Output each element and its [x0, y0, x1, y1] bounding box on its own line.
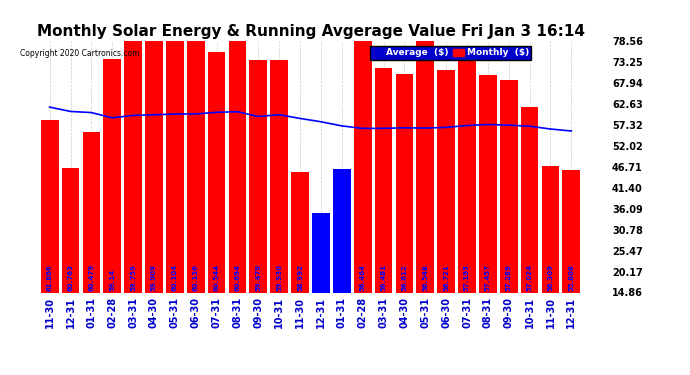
Text: 56.309: 56.309 — [547, 264, 553, 291]
Text: 56.481: 56.481 — [381, 264, 386, 291]
Bar — [124, 0, 142, 292]
Bar — [562, 170, 580, 292]
Bar — [291, 172, 309, 292]
Bar — [542, 166, 560, 292]
Text: 60.544: 60.544 — [214, 264, 219, 291]
Text: 58.992: 58.992 — [297, 264, 303, 291]
Text: 61.866: 61.866 — [47, 265, 52, 291]
Text: 57.289: 57.289 — [506, 264, 512, 291]
Bar — [61, 168, 79, 292]
Text: Copyright 2020 Cartronics.com: Copyright 2020 Cartronics.com — [20, 49, 139, 58]
Text: 56.612: 56.612 — [402, 265, 407, 291]
Text: 57.457: 57.457 — [485, 264, 491, 291]
Text: 56.548: 56.548 — [422, 264, 428, 291]
Text: 60.104: 60.104 — [172, 264, 178, 291]
Bar — [187, 34, 205, 292]
Text: 55.808: 55.808 — [569, 264, 574, 291]
Text: 60.479: 60.479 — [88, 264, 95, 291]
Text: 57.195: 57.195 — [464, 264, 470, 291]
Bar — [416, 35, 434, 292]
Text: 56.721: 56.721 — [443, 265, 449, 291]
Text: 59.479: 59.479 — [255, 264, 262, 291]
Bar — [250, 60, 267, 292]
Bar — [104, 59, 121, 292]
Bar — [228, 41, 246, 292]
Bar — [375, 68, 393, 292]
Bar — [208, 52, 226, 292]
Text: 56.464: 56.464 — [359, 264, 366, 291]
Bar — [437, 70, 455, 292]
Title: Monthly Solar Energy & Running Avgerage Value Fri Jan 3 16:14: Monthly Solar Energy & Running Avgerage … — [37, 24, 584, 39]
Bar — [458, 62, 476, 292]
Text: 60.136: 60.136 — [193, 264, 199, 291]
Bar — [333, 169, 351, 292]
Text: 59.14: 59.14 — [109, 269, 115, 291]
Text: 59.909: 59.909 — [151, 264, 157, 291]
Bar — [479, 75, 497, 292]
Bar — [270, 60, 288, 292]
Bar — [500, 80, 518, 292]
Text: 60.694: 60.694 — [235, 264, 240, 291]
Bar — [395, 74, 413, 292]
Text: 60.763: 60.763 — [68, 264, 74, 291]
Text: 59.759: 59.759 — [130, 264, 136, 291]
Text: 59.930: 59.930 — [276, 264, 282, 291]
Bar — [166, 0, 184, 292]
Bar — [354, 28, 371, 292]
Bar — [41, 120, 59, 292]
Bar — [521, 107, 538, 292]
Bar — [145, 24, 163, 292]
Bar — [312, 213, 330, 292]
Text: 57.024: 57.024 — [526, 264, 533, 291]
Text: 58.152: 58.152 — [318, 265, 324, 291]
Bar — [83, 132, 100, 292]
Text: 57.101: 57.101 — [339, 264, 345, 291]
Legend: Average  ($), Monthly  ($): Average ($), Monthly ($) — [370, 46, 531, 60]
